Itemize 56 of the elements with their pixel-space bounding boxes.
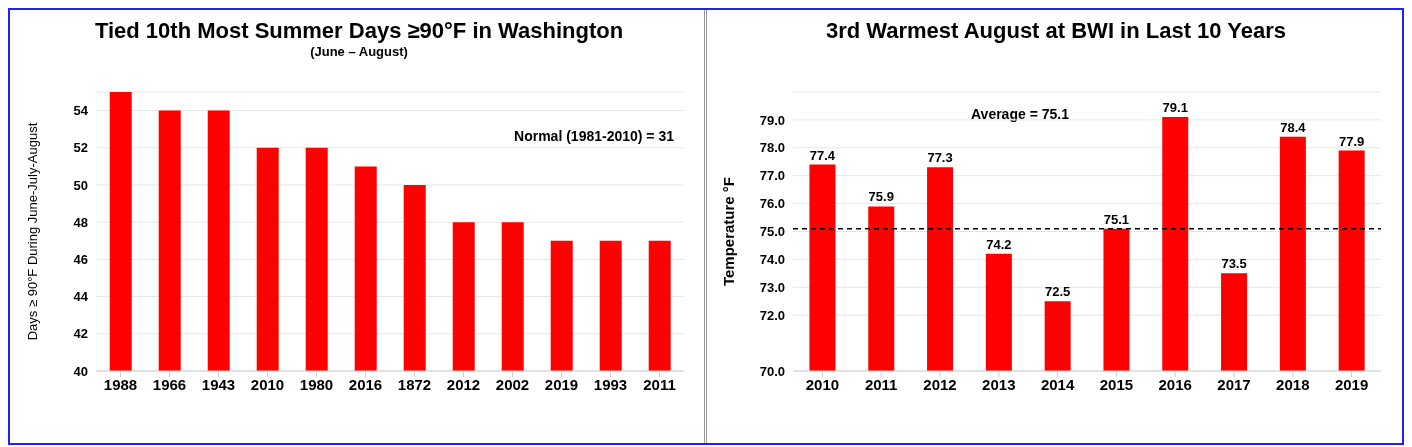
y-tick-label: 52 xyxy=(73,140,88,156)
annotation: Average = 75.1 xyxy=(971,106,1069,122)
y-tick-label: 75.0 xyxy=(759,224,785,240)
x-tick-label: 1988 xyxy=(103,375,138,393)
annotation: Normal (1981-2010) = 31 xyxy=(514,128,674,144)
data-label: 79.1 xyxy=(1162,100,1188,116)
y-tick-label: 78.0 xyxy=(759,140,785,156)
y-axis-title: Days ≥ 90°F During June-July-August xyxy=(24,122,40,341)
data-label: 77.3 xyxy=(927,150,953,166)
x-tick-label: 2015 xyxy=(1099,375,1134,393)
y-tick-label: 73.0 xyxy=(759,279,785,295)
chart-title: Tied 10th Most Summer Days ≥90°F in Washington xyxy=(93,18,625,44)
x-tick-label: 2011 xyxy=(643,375,676,393)
x-tick-label: 2011 xyxy=(864,375,898,393)
y-tick-label: 79.0 xyxy=(759,112,785,128)
y-tick-label: 54 xyxy=(73,103,89,119)
y-tick-label: 46 xyxy=(73,252,88,268)
x-tick-label: 2013 xyxy=(982,375,1016,393)
y-tick-label: 44 xyxy=(73,289,89,305)
data-label: 78.4 xyxy=(1280,119,1307,135)
x-tick-label: 2019 xyxy=(544,375,579,393)
x-tick-label: 2002 xyxy=(495,375,530,393)
x-tick-label: 2010 xyxy=(805,375,840,393)
x-tick-label: 2017 xyxy=(1217,375,1251,393)
data-label: 75.1 xyxy=(1103,211,1130,227)
y-tick-label: 40 xyxy=(73,363,88,379)
y-tick-label: 48 xyxy=(73,214,88,230)
x-tick-label: 1993 xyxy=(593,375,628,393)
data-label: 77.9 xyxy=(1339,133,1365,149)
data-label: 77.4 xyxy=(809,147,836,163)
x-tick-label: 1966 xyxy=(152,375,187,393)
x-tick-label: 1943 xyxy=(201,375,236,393)
data-label: 73.5 xyxy=(1221,256,1247,272)
y-tick-label: 77.0 xyxy=(759,168,785,184)
x-tick-label: 2016 xyxy=(348,375,383,393)
x-tick-label: 2012 xyxy=(446,375,481,393)
data-label: 74.2 xyxy=(986,236,1012,252)
y-tick-label: 50 xyxy=(73,177,88,193)
data-label: 72.5 xyxy=(1045,284,1071,300)
y-tick-label: 74.0 xyxy=(759,252,785,268)
y-axis-title: Temperature °F xyxy=(720,176,738,287)
data-label: 75.9 xyxy=(868,189,894,205)
x-tick-label: 1980 xyxy=(299,375,334,393)
x-tick-label: 2016 xyxy=(1158,375,1192,393)
chart-title: 3rd Warmest August at BWI in Last 10 Years xyxy=(824,18,1288,44)
x-tick-label: 2019 xyxy=(1334,375,1369,393)
chart-subtitle: (June – August) xyxy=(309,44,409,61)
x-tick-label: 2018 xyxy=(1276,375,1310,393)
y-tick-label: 70.0 xyxy=(759,363,785,379)
x-tick-label: 2014 xyxy=(1040,375,1075,393)
y-tick-label: 42 xyxy=(73,326,88,342)
y-tick-label: 72.0 xyxy=(759,307,785,323)
y-tick-label: 76.0 xyxy=(759,196,785,212)
x-tick-label: 2010 xyxy=(250,375,285,393)
x-tick-label: 2012 xyxy=(923,375,957,393)
x-tick-label: 1872 xyxy=(397,375,432,393)
